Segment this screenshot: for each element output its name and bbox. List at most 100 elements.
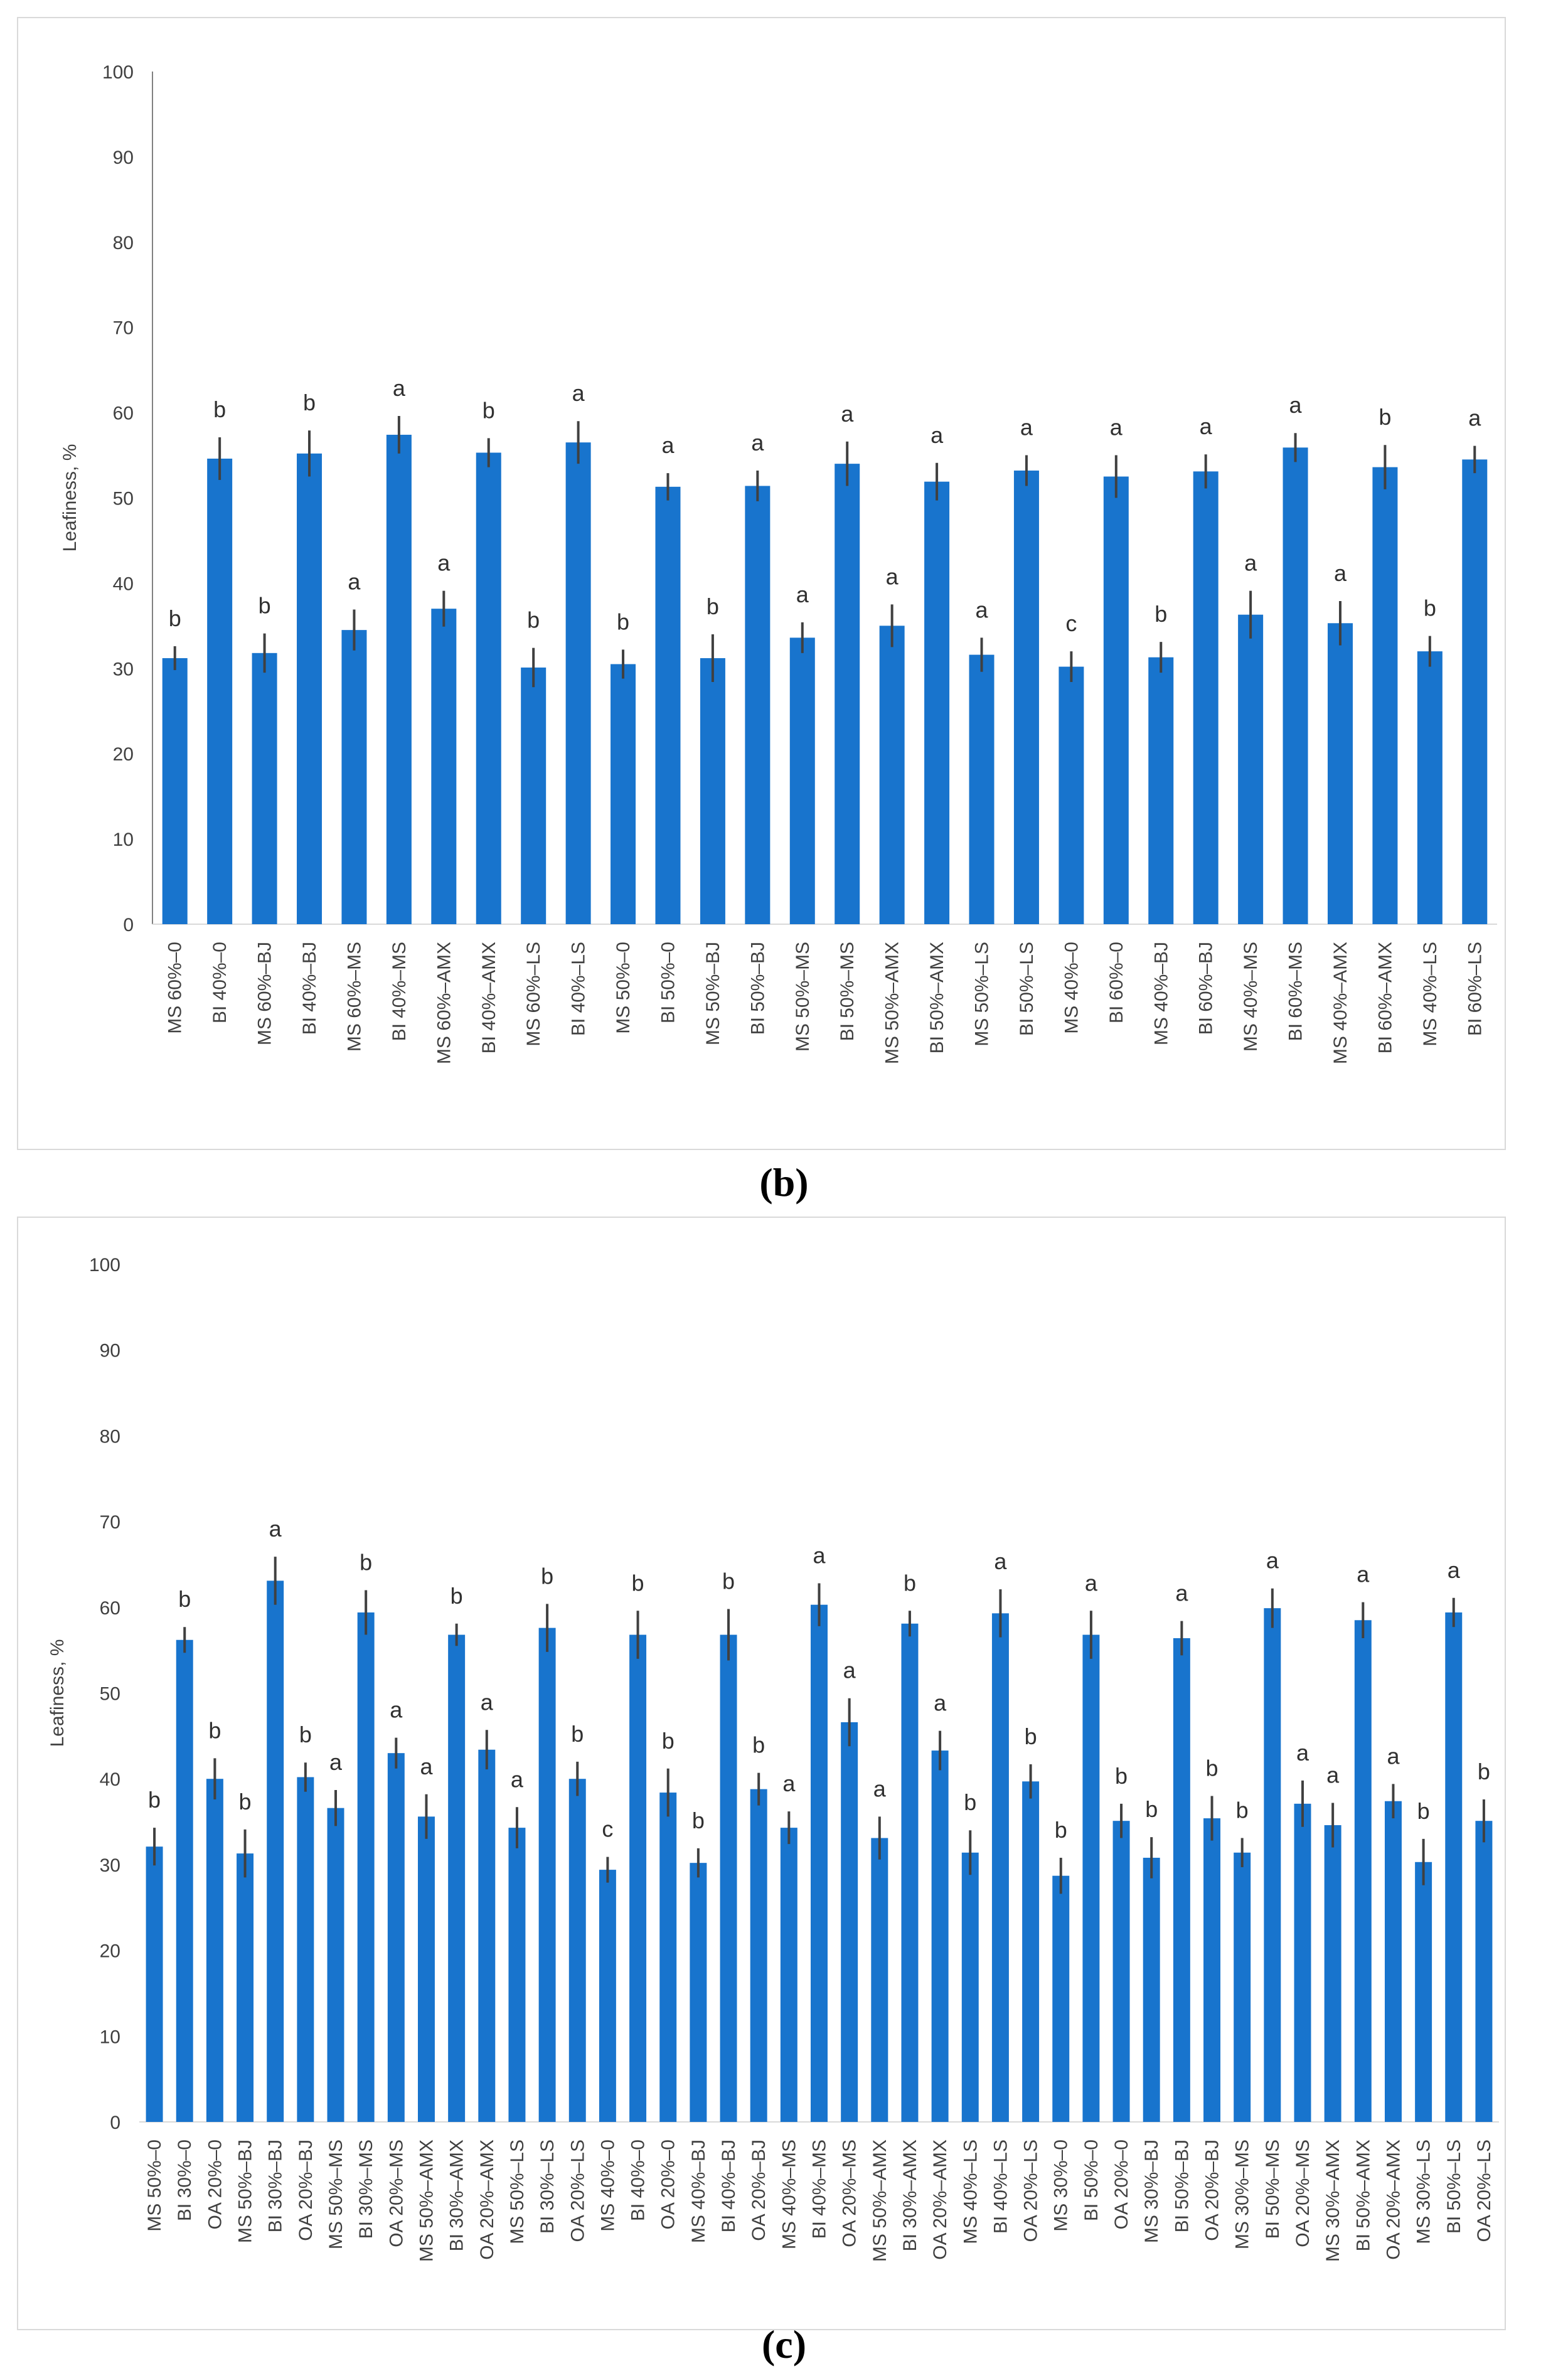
category-label: BI 40%–LS	[568, 942, 589, 1036]
bar	[629, 1634, 647, 2122]
bar	[1294, 1803, 1311, 2122]
y-tick-label: 0	[110, 2113, 120, 2133]
y-tick-label: 80	[100, 1426, 120, 1447]
bar	[841, 1722, 858, 2122]
caption-b: (b)	[759, 1160, 809, 1205]
significance-letter: b	[722, 1569, 735, 1594]
significance-letter: a	[873, 1776, 887, 1801]
bar	[568, 1779, 586, 2122]
y-tick-label: 30	[113, 659, 134, 679]
category-label: BI 60%–0	[1106, 942, 1127, 1023]
significance-letter: b	[259, 593, 271, 619]
bar	[1203, 1818, 1221, 2122]
category-label: BI 50%–LS	[1016, 942, 1037, 1036]
category-label: BI 50%–BJ	[1171, 2139, 1192, 2232]
significance-letter: b	[1055, 1817, 1067, 1843]
significance-letter: a	[1334, 560, 1347, 586]
y-tick-label: 80	[113, 233, 134, 253]
category-label: MS 40%–0	[1061, 942, 1082, 1034]
significance-letter: a	[661, 432, 675, 458]
category-label: BI 60%–MS	[1286, 942, 1306, 1041]
significance-letter: b	[1417, 1798, 1430, 1824]
bar	[991, 1613, 1009, 2122]
significance-letter: a	[796, 582, 809, 607]
bar	[655, 486, 681, 924]
significance-letter: b	[213, 397, 226, 422]
significance-letter: b	[707, 594, 719, 619]
bar	[538, 1628, 556, 2122]
category-label: MS 50%–LS	[972, 942, 993, 1047]
category-label: MS 40%–MS	[1240, 942, 1261, 1052]
significance-letter: a	[1175, 1580, 1188, 1606]
caption-c: (c)	[761, 2322, 807, 2367]
category-label: MS 30%–AMX	[1323, 2139, 1343, 2262]
bar	[297, 1777, 314, 2122]
significance-letter: b	[1145, 1796, 1158, 1822]
significance-letter: a	[1200, 413, 1213, 439]
y-tick-label: 50	[113, 489, 134, 509]
y-tick-label: 90	[113, 147, 134, 168]
bar	[1415, 1862, 1432, 2122]
bar	[1059, 666, 1084, 924]
y-tick-label: 90	[100, 1341, 120, 1361]
bar	[700, 658, 725, 924]
significance-letter: a	[1296, 1740, 1309, 1766]
category-label: OA 20%–BJ	[296, 2139, 316, 2241]
category-label: MS 60%–BJ	[255, 942, 275, 1045]
significance-letter: a	[1387, 1743, 1400, 1769]
category-label: MS 60%–MS	[344, 942, 365, 1052]
significance-letter: a	[841, 401, 854, 427]
category-label: BI 30%–AMX	[900, 2139, 920, 2251]
y-tick-label: 40	[113, 573, 134, 594]
significance-letter: a	[976, 597, 989, 622]
significance-letter: a	[269, 1516, 282, 1542]
bar	[267, 1580, 284, 2122]
significance-letter: a	[1289, 392, 1303, 418]
significance-letter: a	[1326, 1762, 1340, 1788]
bar	[417, 1816, 435, 2122]
category-label: BI 40%–0	[628, 2139, 649, 2221]
y-axis-label: Leafiness, %	[47, 1639, 68, 1747]
y-tick-label: 60	[113, 403, 134, 424]
bar	[750, 1789, 767, 2122]
category-label: MS 30%–0	[1051, 2139, 1072, 2232]
bar	[1022, 1781, 1040, 2122]
bar	[811, 1604, 828, 2122]
category-label: MS 60%–AMX	[434, 942, 454, 1064]
significance-letter: a	[886, 563, 899, 589]
bar	[1013, 471, 1039, 924]
category-label: MS 50%–MS	[326, 2139, 346, 2249]
significance-letter: b	[662, 1728, 675, 1754]
category-label: BI 50%–BJ	[747, 942, 768, 1035]
bar	[1327, 623, 1353, 924]
significance-letter: c	[1065, 610, 1077, 636]
category-label: OA 20%–MS	[840, 2139, 860, 2247]
significance-letter: a	[1244, 550, 1257, 576]
category-label: OA 20%–LS	[1021, 2139, 1042, 2242]
bar-chart-c: 0 10 20 30 40 50 60 70 80 90 100 Leafiness, % b MS 50…	[47, 1255, 1499, 2262]
significance-letter: b	[617, 609, 629, 634]
bar	[252, 653, 277, 924]
bar	[720, 1634, 737, 2122]
category-label: MS 50%–AMX	[882, 942, 903, 1064]
bar	[1173, 1638, 1190, 2122]
bar	[478, 1749, 496, 2122]
bar	[206, 1779, 223, 2122]
category-label: MS 50%–AMX	[870, 2139, 890, 2262]
bar	[780, 1828, 797, 2122]
significance-letter: c	[602, 1816, 613, 1842]
category-label: BI 50%–MS	[1262, 2139, 1283, 2239]
bar	[327, 1808, 344, 2122]
significance-letter: a	[329, 1749, 343, 1775]
bar	[611, 664, 636, 924]
category-label: MS 50%–AMX	[416, 2139, 437, 2262]
significance-letter: a	[511, 1766, 524, 1792]
bar	[386, 434, 412, 924]
category-label: OA 20%–0	[658, 2139, 679, 2229]
bar	[176, 1639, 193, 2122]
chart-panel-b: 0 10 20 30 40 50 60 70 80 90 100 Leafiness, % b MS 60…	[17, 17, 1506, 1150]
category-label: OA 20%–0	[205, 2139, 225, 2229]
bar	[1354, 1620, 1372, 2122]
bar	[1052, 1875, 1070, 2122]
category-label: MS 40%–LS	[1420, 942, 1441, 1047]
